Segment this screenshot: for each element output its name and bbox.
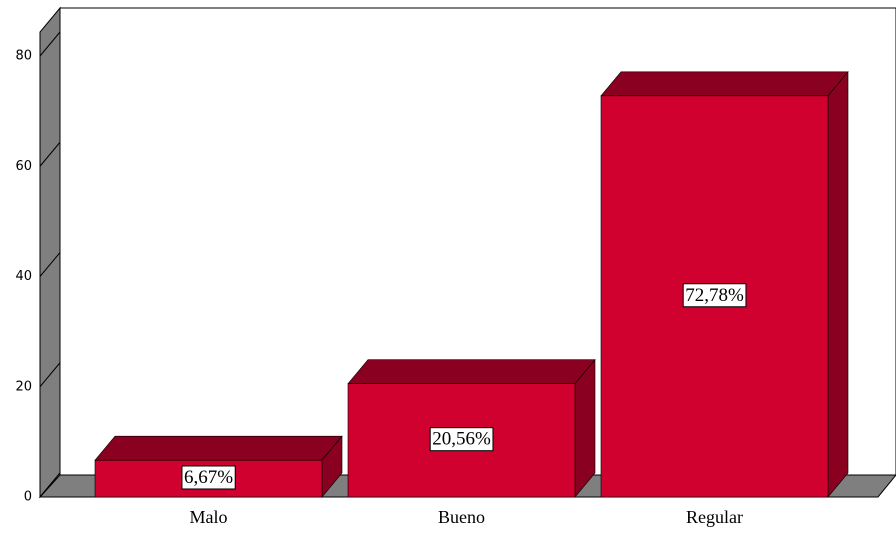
value-label: 72,78% <box>685 285 744 306</box>
x-tick-label: Regular <box>686 507 743 527</box>
y-tick-label: 0 <box>24 490 32 505</box>
left-wall <box>39 6 61 499</box>
value-label-box <box>181 465 236 490</box>
bar-top <box>600 71 849 97</box>
y-tick-label: 80 <box>15 49 32 64</box>
y-tick-label: 20 <box>15 379 32 394</box>
bar-top <box>94 435 343 461</box>
bar-top <box>347 359 596 384</box>
value-label: 6,67% <box>184 467 233 488</box>
bar-side <box>827 70 849 498</box>
bar-side <box>574 358 596 498</box>
value-label-box <box>682 283 747 308</box>
tick-mark <box>39 252 61 277</box>
tick-mark <box>39 472 61 498</box>
x-tick-label: Malo <box>190 507 228 527</box>
tick-mark <box>39 141 61 167</box>
value-label-box <box>429 427 494 452</box>
y-tick-label: 40 <box>15 269 32 284</box>
tick-mark <box>39 362 61 388</box>
tick-mark <box>39 31 61 57</box>
value-label: 20,56% <box>432 429 491 450</box>
y-tick-label: 60 <box>15 159 32 174</box>
x-tick-label: Bueno <box>438 507 485 527</box>
